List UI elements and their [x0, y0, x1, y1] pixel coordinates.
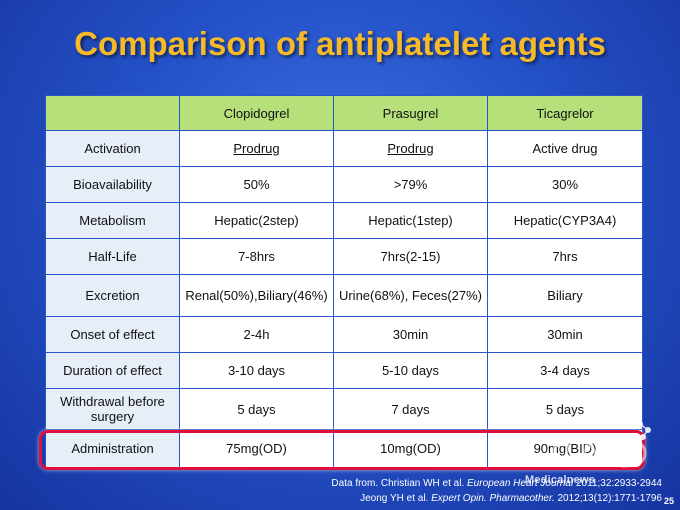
table-cell: 7hrs [488, 239, 643, 275]
cell-text: Prodrug [233, 141, 279, 156]
row-label: Onset of effect [46, 317, 180, 353]
header-clopidogrel: Clopidogrel [180, 96, 334, 131]
row-label: Bioavailability [46, 167, 180, 203]
table-cell: 3-10 days [180, 353, 334, 389]
row-label: Withdrawal before surgery [46, 389, 180, 430]
header-corner [46, 96, 180, 131]
table-cell: Hepatic(CYP3A4) [488, 203, 643, 239]
table-row: Activation Prodrug Prodrug Active drug [46, 131, 643, 167]
table-cell: 50% [180, 167, 334, 203]
table-cell: Hepatic(1step) [334, 203, 488, 239]
row-label: Half-Life [46, 239, 180, 275]
row-label: Activation [46, 131, 180, 167]
table-header-row: Clopidogrel Prasugrel Ticagrelor [46, 96, 643, 131]
table-cell: 30% [488, 167, 643, 203]
page-number: 25 [664, 496, 674, 506]
slide-title: Comparison of antiplatelet agents [0, 25, 680, 63]
row-label: Duration of effect [46, 353, 180, 389]
table-cell: Urine(68%), Feces(27%) [334, 275, 488, 317]
table-cell: 5-10 days [334, 353, 488, 389]
table-row: Bioavailability 50% >79% 30% [46, 167, 643, 203]
cell-text: Prodrug [387, 141, 433, 156]
table-cell: 5 days [180, 389, 334, 430]
table-cell: Prodrug [334, 131, 488, 167]
table-cell: Renal(50%),Biliary(46%) [180, 275, 334, 317]
table-cell: 2-4h [180, 317, 334, 353]
table-cell: 7hrs(2-15) [334, 239, 488, 275]
table-cell: 7 days [334, 389, 488, 430]
table-row: Duration of effect 3-10 days 5-10 days 3… [46, 353, 643, 389]
source-citation: Data from. Christian WH et al. European … [331, 476, 662, 506]
table-cell: 30min [334, 317, 488, 353]
header-ticagrelor: Ticagrelor [488, 96, 643, 131]
row-label: Metabolism [46, 203, 180, 239]
comparison-table: Clopidogrel Prasugrel Ticagrelor Activat… [45, 95, 643, 468]
table-row: Excretion Renal(50%),Biliary(46%) Urine(… [46, 275, 643, 317]
table-cell: Biliary [488, 275, 643, 317]
table-row: Metabolism Hepatic(2step) Hepatic(1step)… [46, 203, 643, 239]
table-cell: >79% [334, 167, 488, 203]
watermark-logo-icon [545, 420, 655, 480]
table-row: Half-Life 7-8hrs 7hrs(2-15) 7hrs [46, 239, 643, 275]
header-prasugrel: Prasugrel [334, 96, 488, 131]
table-cell: Hepatic(2step) [180, 203, 334, 239]
table-cell: 7-8hrs [180, 239, 334, 275]
source-line-2: Jeong YH et al. Expert Opin. Pharmacothe… [331, 491, 662, 506]
table-cell: 30min [488, 317, 643, 353]
table-cell: Active drug [488, 131, 643, 167]
table-cell: 3-4 days [488, 353, 643, 389]
table-cell: Prodrug [180, 131, 334, 167]
table-row: Onset of effect 2-4h 30min 30min [46, 317, 643, 353]
row-label: Excretion [46, 275, 180, 317]
source-line-1: Data from. Christian WH et al. European … [331, 476, 662, 491]
